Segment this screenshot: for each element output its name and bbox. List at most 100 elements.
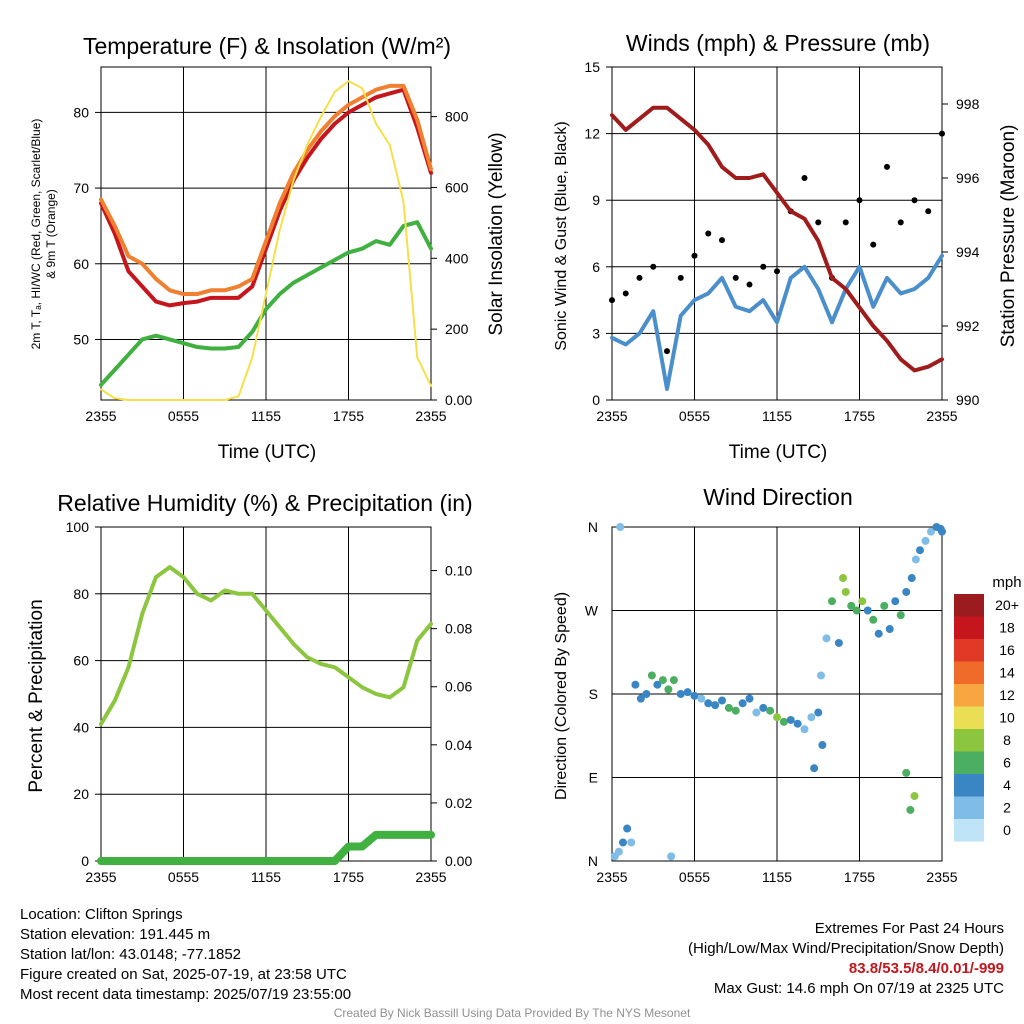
temp-y-tick-label: 60 (73, 256, 89, 272)
temp-panel-title: Temperature (F) & Insolation (W/m²) (83, 33, 451, 59)
dir-x-tick-label: 2355 (596, 869, 627, 885)
wind-direction-point (704, 699, 713, 708)
temp-x-tick-label: 2355 (415, 408, 446, 424)
latlon-text: Station lat/lon: 43.0148; -77.1852 (20, 946, 242, 963)
credit-text: Created By Nick Bassill Using Data Provi… (333, 1006, 691, 1020)
wind-gust-point (911, 197, 918, 204)
colorbar-label: 10 (999, 710, 1015, 726)
dir-x-tick-label: 1155 (762, 869, 792, 885)
wind-gust-point (732, 274, 739, 281)
wind-gust-point (691, 252, 698, 259)
wind-direction-point (902, 587, 911, 596)
colorbar-swatch (954, 774, 984, 797)
wind-direction-point (891, 597, 900, 606)
colorbar-label: 2 (1003, 800, 1011, 816)
temp-y2-tick-label: 400 (445, 250, 469, 266)
location-text: Location: Clifton Springs (20, 906, 183, 923)
elevation-text: Station elevation: 191.445 m (20, 926, 211, 943)
rh-y2-tick-label: 0.08 (445, 621, 472, 637)
wind-direction-point (627, 838, 636, 847)
wind-y-tick-label: 9 (592, 192, 600, 208)
wind-direction-point (786, 715, 795, 724)
extremes-info: Extremes For Past 24 Hours (High/Low/Max… (688, 919, 1004, 999)
wind-direction-point (690, 691, 699, 700)
wind-gust-point (801, 175, 808, 181)
wind-y-tick-label: 3 (592, 325, 600, 341)
temp-y2-tick-label: 600 (445, 179, 469, 195)
temp-y-tick-label: 80 (73, 104, 89, 120)
wind-direction-point (669, 676, 678, 685)
recent-data-text: Most recent data timestamp: 2025/07/19 2… (20, 986, 352, 1003)
rh-x-tick-label: 2355 (415, 869, 446, 885)
wind-y2-tick-label: 998 (956, 96, 980, 112)
temp-series-line (99, 87, 433, 308)
wind-x-tick-label: 1755 (844, 408, 875, 424)
wind-direction-point (647, 671, 656, 680)
wind-gust-point (705, 230, 712, 237)
wind-x-tick-label: 0555 (679, 408, 710, 424)
wind-gust-point (746, 281, 753, 288)
wind-direction-point (759, 703, 768, 712)
wind-direction-point (839, 574, 847, 583)
wind-direction-point (869, 615, 878, 624)
wind-x-tick-label: 2355 (926, 408, 957, 424)
wind-direction-point (658, 676, 667, 685)
colorbar-label: 8 (1003, 732, 1011, 748)
wind-direction-point (664, 685, 673, 694)
dir-y-tick-label: W (585, 603, 599, 619)
rh-y2-tick-label: 0.00 (445, 853, 472, 869)
wind-direction-panel: Wind Direction Direction (Colored By Spe… (553, 484, 1022, 885)
temp-y-axis-label-line1: 2m T, Tₐ, HI/WC (Red, Green, Scarlet/Blu… (29, 119, 43, 350)
temp-series-line (99, 220, 433, 387)
wind-direction-point (807, 713, 816, 722)
wind-direction-point (738, 699, 747, 708)
colorbar-title: mph (992, 574, 1021, 591)
rh-y-tick-label: 40 (73, 719, 89, 735)
wind-direction-point (667, 852, 676, 861)
wind-direction-point (938, 527, 946, 536)
extremes-title: Extremes For Past 24 Hours (814, 920, 1004, 937)
wind-direction-point (711, 701, 720, 710)
rh-y2-tick-label: 0.06 (445, 679, 472, 695)
wind-direction-point (697, 694, 706, 703)
rh-y2-tick-label: 0.02 (445, 795, 472, 811)
temp-series-line (100, 80, 432, 401)
rh-panel-title: Relative Humidity (%) & Precipitation (i… (57, 490, 472, 516)
wind-y2-tick-label: 996 (956, 170, 980, 186)
wind-direction-point (614, 847, 623, 856)
colorbar-swatch (954, 684, 984, 707)
rh-y-tick-label: 80 (73, 586, 89, 602)
wind-direction-point (916, 546, 924, 555)
temp-x-tick-label: 0555 (168, 408, 199, 424)
temp-y2-tick-label: 200 (445, 321, 469, 337)
rh-y2-tick-label: 0.10 (445, 563, 472, 579)
wind-direction-point (793, 719, 802, 728)
rh-series-line (97, 830, 435, 865)
wind-direction-point (921, 536, 930, 545)
dir-y-tick-label: N (588, 853, 598, 869)
extremes-values: 83.8/53.5/8.4/0.01/-999 (848, 960, 1004, 977)
wind-gust-point (719, 237, 725, 244)
wind-direction-point (623, 824, 632, 833)
rh-y-axis-label: Percent & Precipitation (26, 599, 47, 792)
wind-gust-point (677, 274, 684, 281)
wind-direction-point (906, 805, 915, 814)
dir-y-tick-label: N (588, 519, 598, 535)
wind-direction-point (841, 587, 850, 596)
temp-y2-tick-label: 0.00 (445, 392, 472, 408)
wind-gust-point (897, 219, 904, 226)
wind-direction-point (800, 725, 809, 734)
wind-direction-point (619, 838, 627, 847)
dir-y-tick-label: E (589, 770, 598, 786)
wind-gust-point (664, 348, 670, 355)
wind-series-line (610, 253, 944, 391)
wind-direction-point (822, 634, 831, 643)
speed-colorbar: 20+ 18 16 14 12 10 8 6 4 2 0 (954, 594, 1019, 842)
wind-direction-point (683, 688, 692, 697)
temp-y-axis-label-line2: & 9m T (Orange) (44, 189, 58, 279)
temp-y-tick-label: 50 (73, 331, 89, 347)
wind-series-line (610, 105, 944, 373)
wind-y-tick-label: 15 (584, 59, 600, 75)
temp-x-tick-label: 1755 (333, 408, 364, 424)
dir-panel-title: Wind Direction (703, 484, 853, 510)
